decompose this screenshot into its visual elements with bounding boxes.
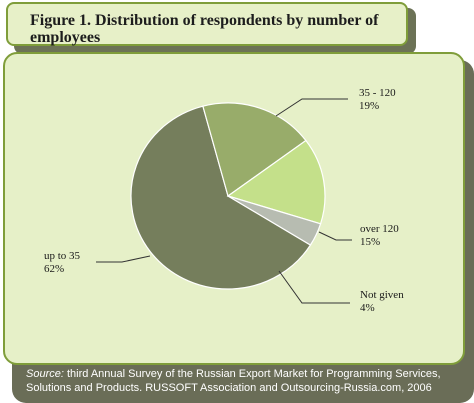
leader-line: [318, 231, 352, 241]
label-not-given-value: 4%: [360, 302, 375, 314]
slice-not-given: [227, 195, 322, 246]
label-35-120-value: 19%: [359, 100, 379, 112]
source-body: third Annual Survey of the Russian Expor…: [26, 368, 441, 394]
label-over-120-value: 15%: [360, 236, 380, 248]
title-box: Figure 1. Distribution of respondents by…: [6, 2, 408, 46]
label-over-120-name: over 120: [360, 223, 399, 235]
slice-up-to-35: [130, 105, 312, 290]
leader-line: [278, 270, 350, 304]
source-label: Source:: [26, 368, 64, 380]
figure-title: Figure 1. Distribution of respondents by…: [30, 12, 379, 46]
label-up-to-35-name: up to 35: [44, 250, 81, 262]
leader-line: [96, 255, 151, 263]
slice-35-120: [202, 102, 307, 197]
label-35-120-name: 35 - 120: [359, 87, 396, 99]
label-up-to-35-value: 62%: [44, 263, 64, 275]
leader-line: [275, 98, 348, 117]
source-note: Source: third Annual Survey of the Russi…: [26, 367, 470, 395]
label-not-given-name: Not given: [360, 289, 404, 301]
